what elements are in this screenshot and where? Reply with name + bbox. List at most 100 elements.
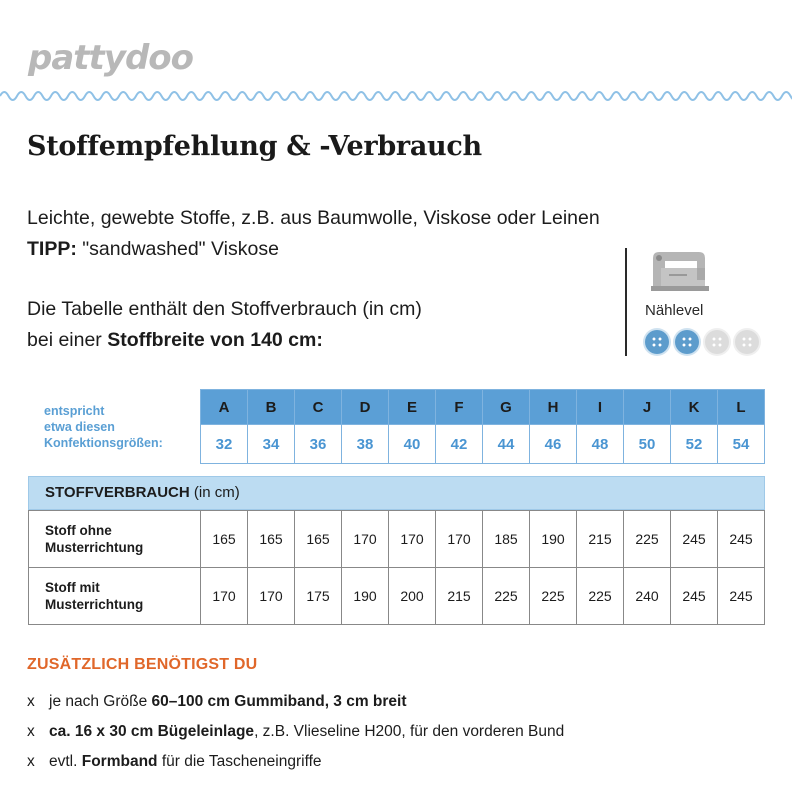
table-intro-prefix: bei einer [27,329,108,351]
size-number-cell: 38 [341,424,389,464]
sewing-level-panel: Nählevel [625,248,775,360]
size-letter-cell: E [388,389,436,425]
size-label-line: etwa diesen [44,420,115,434]
size-letter-cell: K [670,389,718,425]
consumption-unit: (in cm) [189,484,240,501]
extras-item: x je nach Größe 60–100 cm Gummiband, 3 cm… [27,687,564,717]
level-button-icon [645,330,669,354]
size-number-cell: 50 [623,424,671,464]
consumption-value-cell: 245 [670,510,718,568]
size-letter-cell: I [576,389,624,425]
sewing-machine-icon [651,252,709,291]
extras-list: x je nach Größe 60–100 cm Gummiband, 3 cm… [27,687,564,777]
extras-item: x ca. 16 x 30 cm Bügeleinlage, z.B. Vlies… [27,717,564,747]
fabric-description: Leichte, gewebte Stoffe, z.B. aus Baumwo… [27,207,600,229]
consumption-value-cell: 190 [529,510,577,568]
consumption-value-cell: 225 [576,567,624,625]
brand-logo: pattydoo [28,38,194,78]
extras-item-post: für die Tascheneingriffe [157,753,322,770]
size-letter-cell: H [529,389,577,425]
consumption-value-cell: 170 [200,567,248,625]
consumption-row-label: Stoff ohne Musterrichtung [28,510,201,568]
sewing-level-indicator [645,330,759,354]
size-letter-cell: F [435,389,483,425]
bullet-x-icon: x [27,723,35,740]
consumption-value-cell: 165 [200,510,248,568]
consumption-value-cell: 170 [435,510,483,568]
table-introduction: Die Tabelle enthält den Stoffverbrauch (… [27,294,422,356]
consumption-value-cell: 245 [717,510,765,568]
consumption-value-cell: 165 [247,510,295,568]
consumption-row-label: Stoff mit Musterrichtung [28,567,201,625]
size-number-cell: 54 [717,424,765,464]
bullet-x-icon: x [27,753,35,770]
extras-item-bold: 60–100 cm Gummiband, 3 cm breit [151,693,407,710]
consumption-value-cell: 170 [388,510,436,568]
size-number-cell: 52 [670,424,718,464]
consumption-row: Stoff mit Musterrichtung 170 170 175 190 200 21… [28,567,765,625]
level-divider [625,248,627,356]
size-number-cell: 44 [482,424,530,464]
fabric-recommendation: Leichte, gewebte Stoffe, z.B. aus Baumwo… [27,203,600,265]
tip-text: "sandwashed" Viskose [76,238,279,260]
consumption-value-cell: 200 [388,567,436,625]
consumption-value-cell: 245 [717,567,765,625]
wave-divider [0,91,792,101]
row-label-line: Musterrichtung [45,597,144,612]
table-intro-line1: Die Tabelle enthält den Stoffverbrauch (… [27,298,422,320]
consumption-value-cell: 245 [670,567,718,625]
consumption-value-cell: 185 [482,510,530,568]
size-number-cell: 36 [294,424,342,464]
consumption-value-cell: 215 [576,510,624,568]
tip-label: TIPP: [27,238,77,260]
consumption-value-cell: 190 [341,567,389,625]
consumption-value-cell: 170 [341,510,389,568]
extras-item-bold: ca. 16 x 30 cm Bügeleinlage [49,723,255,740]
table-intro-line2: bei einer Stoffbreite von 140 cm: [27,325,422,356]
size-number-cell: 48 [576,424,624,464]
row-label-line: Musterrichtung [45,540,144,555]
level-button-icon [705,330,729,354]
size-label-line: Konfektionsgrößen: [44,436,163,450]
fabric-width: Stoffbreite von 140 cm: [107,329,323,351]
consumption-header: STOFFVERBRAUCH (in cm) [28,476,765,510]
extras-item-post: , z.B. Vlieseline H200, für den vorderen… [254,723,565,740]
tip-line: TIPP: "sandwashed" Viskose [27,234,600,265]
size-letter-cell: G [482,389,530,425]
consumption-value-cell: 240 [623,567,671,625]
extras-item-pre: je nach Größe [49,693,152,710]
extras-title: ZUSÄTZLICH BENÖTIGST DU [27,656,258,673]
size-number-row: 32 34 36 38 40 42 44 46 48 50 52 54 [200,424,765,464]
size-equivalence-label: entspricht etwa diesen Konfektionsgrößen… [44,403,163,451]
size-label-line: entspricht [44,404,105,418]
consumption-title: STOFFVERBRAUCH [45,484,190,501]
row-label-line: Stoff mit [45,580,100,595]
size-number-cell: 42 [435,424,483,464]
page-title: Stoffempfehlung & -Verbrauch [27,131,482,162]
extras-item-bold: Formband [81,753,158,770]
consumption-value-cell: 170 [247,567,295,625]
row-label-line: Stoff ohne [45,523,112,538]
consumption-value-cell: 215 [435,567,483,625]
extras-item-pre: evtl. [49,753,82,770]
consumption-table: Stoff ohne Musterrichtung 165 165 165 170 170 1… [28,510,765,625]
size-letter-cell: D [341,389,389,425]
size-letter-cell: A [200,389,248,425]
size-letter-cell: C [294,389,342,425]
consumption-value-cell: 225 [529,567,577,625]
consumption-row: Stoff ohne Musterrichtung 165 165 165 170 170 1… [28,510,765,568]
extras-item: x evtl. Formband für die Tascheneingriffe [27,747,564,777]
size-letter-cell: B [247,389,295,425]
consumption-value-cell: 225 [482,567,530,625]
sewing-level-label: Nählevel [645,302,704,319]
level-button-icon [675,330,699,354]
consumption-value-cell: 225 [623,510,671,568]
size-number-cell: 32 [200,424,248,464]
size-letter-cell: L [717,389,765,425]
consumption-value-cell: 165 [294,510,342,568]
bullet-x-icon: x [27,693,35,710]
size-number-cell: 40 [388,424,436,464]
level-button-icon [735,330,759,354]
